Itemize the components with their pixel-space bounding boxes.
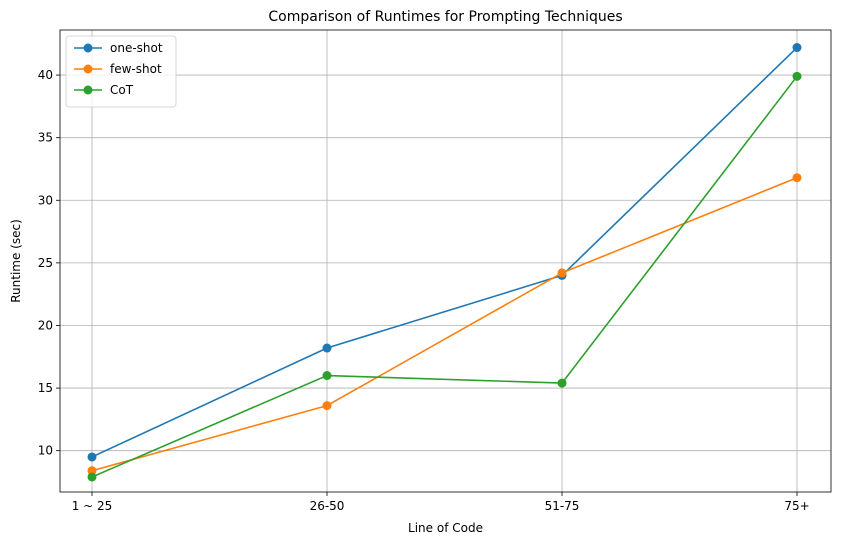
y-tick-label: 30	[38, 193, 53, 207]
x-tick-label: 26-50	[310, 499, 345, 513]
legend-item: few-shot	[74, 62, 162, 76]
x-tick-label: 75+	[784, 499, 809, 513]
axis-ticks: 1 ~ 25 26-50 51-75 75+ 10 15 20 25 30 35 40	[38, 68, 810, 513]
x-tick-label: 1 ~ 25	[72, 499, 113, 513]
y-tick-label: 35	[38, 131, 53, 145]
y-tick-label: 40	[38, 68, 53, 82]
series-CoT	[87, 71, 802, 482]
data-point	[557, 378, 567, 388]
series-lines	[87, 43, 802, 482]
plot-frame	[59, 29, 832, 493]
data-point	[792, 71, 802, 81]
legend-item: CoT	[74, 83, 134, 97]
data-point	[322, 343, 332, 353]
legend-label: few-shot	[110, 62, 162, 76]
series-line	[91, 46, 798, 458]
data-point	[322, 371, 332, 381]
data-point	[87, 466, 97, 476]
data-point	[87, 472, 97, 482]
data-point	[792, 173, 802, 183]
legend-item: one-shot	[74, 41, 163, 55]
legend-marker	[83, 85, 93, 95]
y-axis-label: Runtime (sec)	[9, 219, 23, 303]
legend-label: one-shot	[110, 41, 163, 55]
series-line	[91, 75, 798, 478]
data-point	[557, 268, 567, 278]
y-tick-label: 15	[38, 381, 53, 395]
grid	[60, 30, 831, 492]
legend-marker	[83, 64, 93, 74]
data-point	[322, 401, 332, 411]
x-tick-label: 51-75	[545, 499, 580, 513]
data-point	[87, 452, 97, 462]
y-tick-label: 10	[38, 444, 53, 458]
chart-title: Comparison of Runtimes for Prompting Tec…	[268, 9, 622, 25]
y-tick-label: 20	[38, 318, 53, 332]
data-point	[792, 43, 802, 53]
y-tick-label: 25	[38, 256, 53, 270]
series-few-shot	[87, 173, 802, 476]
legend-label: CoT	[110, 83, 134, 97]
legend: one-shot few-shot CoT	[65, 35, 177, 108]
series-line	[91, 176, 798, 472]
legend-marker	[83, 43, 93, 53]
x-axis-label: Line of Code	[408, 521, 483, 535]
